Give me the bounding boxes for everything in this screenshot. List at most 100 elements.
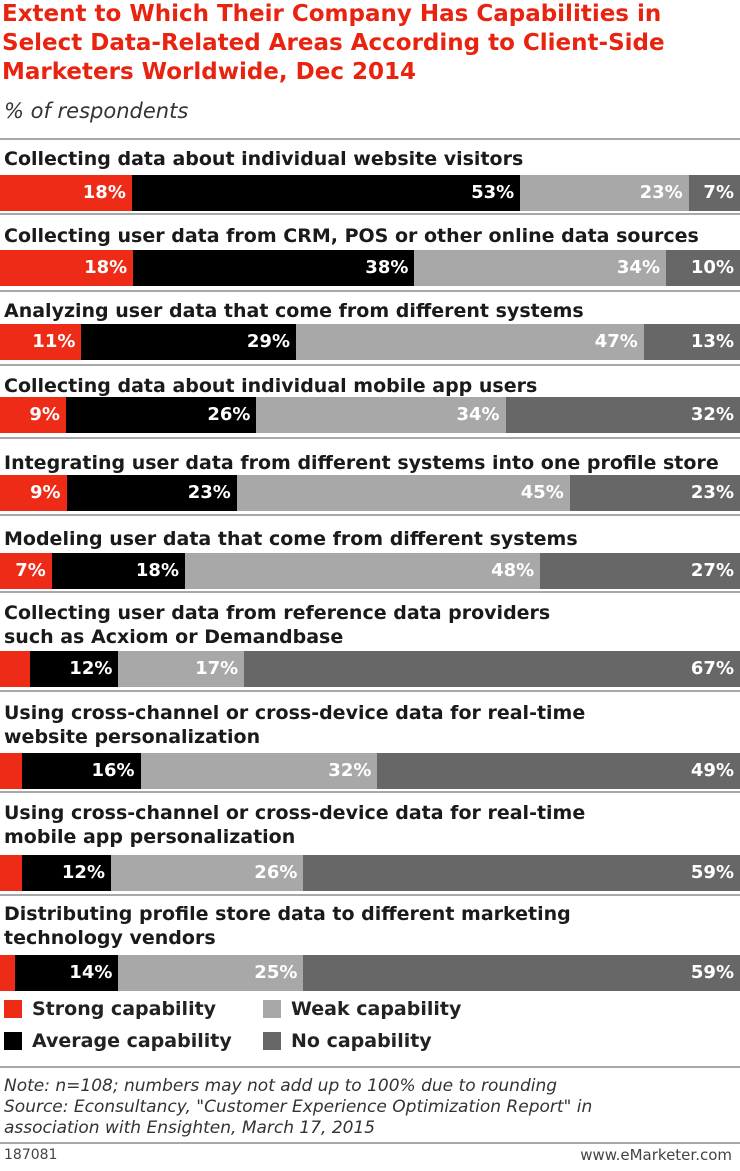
data-label-none: 59%: [690, 962, 734, 983]
legend-swatch-none: [263, 1032, 281, 1050]
data-label-strong: 9%: [29, 404, 60, 425]
chart-title: Extent to Which Their Company Has Capabi…: [2, 1, 665, 85]
row-divider: [0, 437, 740, 439]
category-label: Using cross-channel or cross-device data…: [4, 702, 586, 748]
stacked-bar-row: 4%12%17%67%: [0, 651, 740, 687]
stacked-bar-row: 18% 38% 34% 10%: [0, 250, 740, 286]
bar-segment-weak: [520, 175, 689, 211]
legend-swatch-weak: [263, 1000, 281, 1018]
data-label-average: 23%: [187, 482, 231, 503]
row-divider: [0, 514, 740, 516]
bar-segment-strong: [0, 553, 52, 589]
stacked-bar-row: 2%14%25%59%: [0, 955, 740, 991]
bar-segment-none: [540, 553, 740, 589]
bar-segment-strong: [0, 651, 30, 687]
data-label-weak: 25%: [254, 962, 298, 983]
bar-segment-strong: [0, 250, 134, 286]
bar-segment-strong: [0, 753, 23, 789]
bar-segment-strong: [0, 475, 67, 511]
bar-segment-average: [51, 553, 185, 589]
row-divider: [0, 213, 740, 215]
data-label-weak: 17%: [195, 658, 239, 679]
row-divider: [0, 690, 740, 692]
data-label-strong: 7%: [15, 560, 46, 581]
data-label-average: 18%: [135, 560, 179, 581]
legend-label-weak: Weak capability: [291, 998, 462, 1020]
notes-divider: [0, 1066, 740, 1068]
bar-segment-none: [569, 475, 740, 511]
row-divider: [0, 290, 740, 292]
data-label-none: 67%: [690, 658, 734, 679]
data-label-strong: 9%: [30, 482, 61, 503]
bar-segment-strong: [0, 855, 23, 891]
bar-segment-average: [131, 175, 521, 211]
bar-segment-strong: [0, 175, 132, 211]
stacked-bar-row: 11% 29% 47% 13%: [0, 324, 740, 360]
data-label-average: 12%: [69, 658, 113, 679]
stacked-bar-row: 9% 23% 45% 23%: [0, 475, 740, 511]
category-label: Distributing profile store data to diffe…: [4, 903, 571, 949]
legend-swatch-strong: [4, 1000, 22, 1018]
bar-segment-weak: [296, 324, 644, 360]
data-label-strong: 18%: [84, 257, 128, 278]
legend-swatch-average: [4, 1032, 22, 1050]
data-label-average: 38%: [365, 257, 409, 278]
chart-subtitle: % of respondents: [4, 99, 189, 123]
bar-segment-average: [65, 397, 257, 433]
bar-segment-average: [81, 324, 296, 360]
bar-segment-weak: [111, 855, 304, 891]
bar-segment-none: [643, 324, 740, 360]
stacked-bar-row: 3%12%26%59%: [0, 855, 740, 891]
legend-label-strong: Strong capability: [32, 998, 217, 1020]
data-label-strong: 11%: [32, 331, 76, 352]
category-label: Modeling user data that come from differ…: [4, 528, 578, 550]
bar-segment-strong: [0, 324, 82, 360]
data-label-average: 29%: [246, 331, 290, 352]
category-label: Collecting data about individual website…: [4, 148, 524, 170]
category-label: Collecting user data from reference data…: [4, 602, 551, 648]
bar-segment-none: [688, 175, 740, 211]
bar-segment-average: [22, 753, 141, 789]
category-label: Integrating user data from different sys…: [4, 452, 719, 474]
bar-segment-average: [133, 250, 415, 286]
stacked-bar-row: 7% 18% 48% 27%: [0, 553, 740, 589]
bar-segment-strong: [0, 955, 15, 991]
data-label-none: 10%: [690, 257, 734, 278]
data-label-average: 26%: [207, 404, 251, 425]
data-label-strong: 18%: [82, 182, 126, 203]
bar-segment-none: [666, 250, 740, 286]
bar-segment-weak: [118, 651, 245, 687]
data-label-weak: 34%: [616, 257, 660, 278]
footer-divider: [0, 1142, 740, 1144]
data-label-weak: 47%: [594, 331, 638, 352]
bar-segment-none: [244, 651, 740, 687]
data-label-none: 59%: [690, 862, 734, 883]
bar-segment-none: [505, 397, 740, 433]
legend-label-average: Average capability: [32, 1030, 232, 1052]
bar-segment-average: [66, 475, 237, 511]
row-divider: [0, 791, 740, 793]
data-label-weak: 23%: [639, 182, 683, 203]
category-label: Using cross-channel or cross-device data…: [4, 802, 586, 848]
category-label: Collecting user data from CRM, POS or ot…: [4, 225, 699, 247]
data-label-none: 49%: [690, 760, 734, 781]
bar-segment-none: [303, 955, 740, 991]
data-label-average: 53%: [471, 182, 515, 203]
data-label-weak: 34%: [456, 404, 500, 425]
data-label-weak: 26%: [254, 862, 298, 883]
bar-segment-weak: [236, 475, 570, 511]
bar-segment-weak: [140, 753, 378, 789]
data-label-none: 27%: [690, 560, 734, 581]
category-label: Analyzing user data that come from diffe…: [4, 300, 584, 322]
category-label: Collecting data about individual mobile …: [4, 375, 538, 397]
source-note: Note: n=108; numbers may not add up to 1…: [4, 1076, 593, 1138]
data-label-none: 13%: [690, 331, 734, 352]
row-divider: [0, 894, 740, 896]
data-label-none: 7%: [703, 182, 734, 203]
data-label-average: 12%: [61, 862, 105, 883]
data-label-none: 23%: [690, 482, 734, 503]
stacked-bar-row: 3%16%32%49%: [0, 753, 740, 789]
bar-segment-weak: [256, 397, 506, 433]
row-divider: [0, 591, 740, 593]
data-label-weak: 48%: [491, 560, 535, 581]
